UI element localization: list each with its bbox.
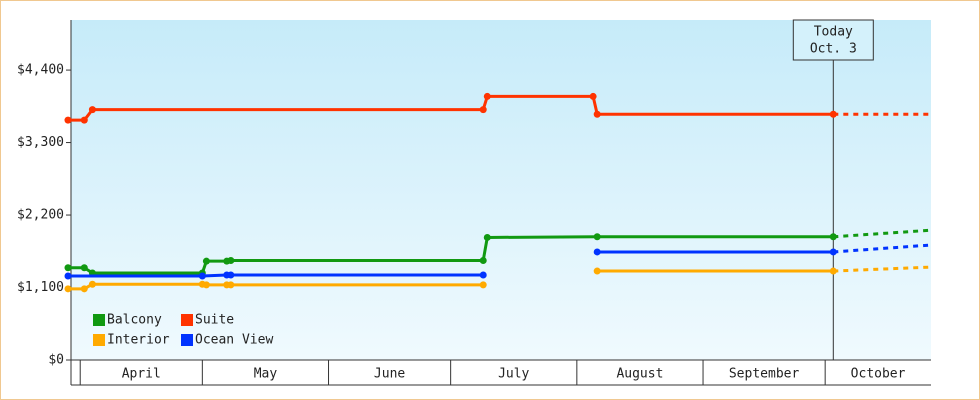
point (202, 281, 210, 289)
point (80, 116, 88, 124)
y-tick-label: $0 (48, 353, 64, 368)
point (829, 248, 837, 256)
point (88, 106, 96, 114)
point (593, 267, 601, 275)
point (64, 272, 72, 280)
point (64, 285, 72, 293)
point (64, 116, 72, 124)
point (483, 233, 491, 241)
legend-label: Balcony (107, 313, 162, 328)
x-tick-label: May (254, 367, 278, 382)
point (202, 257, 210, 265)
y-tick-label: $4,400 (17, 63, 64, 78)
x-tick-label: July (498, 367, 529, 382)
x-tick-label: September (729, 367, 800, 382)
y-tick-label: $2,200 (17, 208, 64, 223)
point (80, 285, 88, 293)
point (483, 92, 491, 100)
x-tick-label: April (122, 367, 161, 382)
point (593, 233, 601, 241)
point (227, 257, 235, 265)
point (479, 271, 487, 279)
point (479, 257, 487, 265)
point (198, 272, 206, 280)
point (227, 281, 235, 289)
forecast-line (833, 228, 932, 239)
x-tick-label: August (616, 367, 663, 382)
point (479, 106, 487, 114)
legend-label: Interior (107, 333, 170, 348)
today-box (792, 19, 874, 61)
forecast-line (833, 265, 932, 273)
point (829, 110, 837, 118)
point (829, 233, 837, 241)
point (227, 271, 235, 279)
point (479, 281, 487, 289)
today-label: Today (814, 25, 853, 40)
legend-label: Suite (195, 313, 234, 328)
point (593, 110, 601, 118)
point (589, 92, 597, 100)
plot-area (71, 20, 931, 360)
chart-layer: $0 $1,100 $2,200 $3,300 $4,400 April May June Ju… (17, 19, 932, 386)
forecast-line (833, 243, 932, 254)
x-tick-label: June (374, 367, 405, 382)
point (829, 267, 837, 275)
point (64, 264, 72, 272)
x-tick-label: October (851, 367, 906, 382)
y-tick-label: $1,100 (17, 280, 64, 295)
point (80, 264, 88, 272)
today-date: Oct. 3 (810, 42, 857, 57)
legend-swatch (93, 334, 105, 346)
legend-swatch (181, 334, 193, 346)
legend-label: Ocean View (195, 333, 273, 348)
y-tick-label: $3,300 (17, 135, 64, 150)
point (88, 280, 96, 288)
point (593, 248, 601, 256)
legend-swatch (93, 314, 105, 326)
legend-swatch (181, 314, 193, 326)
